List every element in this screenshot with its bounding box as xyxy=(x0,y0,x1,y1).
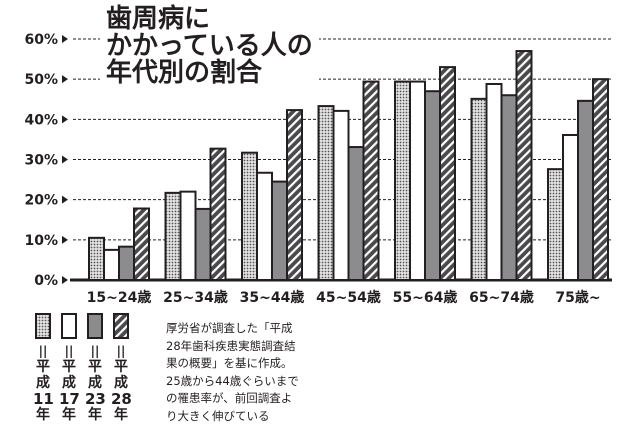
y-tick-arrow-icon xyxy=(62,276,68,284)
legend-item: || 平 成 28 年 xyxy=(111,313,132,423)
x-tick-label: 35~44歳 xyxy=(240,289,305,306)
bar-hatched xyxy=(286,109,303,281)
legend-label: 平 xyxy=(62,359,76,375)
legend-item: || 平 成 17 年 xyxy=(59,313,80,423)
bar-hatched xyxy=(209,147,227,281)
legend-label: 年 xyxy=(62,407,76,423)
x-tick-label: 15~24歳 xyxy=(87,289,152,306)
x-tick-label: 65~74歳 xyxy=(469,289,534,306)
legend-swatch-dotted xyxy=(35,313,51,339)
legend-item: || 平 成 11 年 xyxy=(33,313,54,423)
y-tick-arrow-icon xyxy=(62,75,68,84)
bar-gray xyxy=(194,207,212,281)
legend-label: 17 xyxy=(59,390,80,408)
y-tick-arrow-icon xyxy=(62,115,68,124)
y-tick-arrow-icon xyxy=(62,35,68,43)
legend-label: 成 xyxy=(114,375,128,391)
chart-title: 歯周病に かかっている人の 年代別の割合 xyxy=(100,6,319,87)
y-tick-arrow-icon xyxy=(62,195,68,204)
bar-dotted xyxy=(317,105,335,281)
bar-dotted xyxy=(164,191,182,281)
legend-label: 成 xyxy=(88,375,102,391)
legend-label: 年 xyxy=(36,407,50,423)
legend-item: || 平 成 23 年 xyxy=(85,313,106,423)
legend-label: 成 xyxy=(36,375,50,391)
x-tick-label: 45~54歳 xyxy=(316,289,381,306)
title-line: かかっている人の xyxy=(106,31,313,61)
bar-hatched xyxy=(592,78,609,281)
y-tick-label: 0% xyxy=(34,273,58,289)
bar-dotted xyxy=(470,97,488,282)
y-tick-label: 50% xyxy=(24,72,58,88)
note-line: 25歳から44歳ぐらいまで xyxy=(166,373,299,388)
legend-swatch-gray xyxy=(87,313,103,339)
y-tick-label: 60% xyxy=(24,32,58,48)
y-tick-arrow-icon xyxy=(62,235,68,244)
y-tick-label: 30% xyxy=(24,153,58,169)
x-tick-label: 55~64歳 xyxy=(393,289,458,306)
x-tick-label: 75歳~ xyxy=(555,289,600,306)
bar-white xyxy=(562,133,579,281)
legend-label: 平 xyxy=(88,359,102,375)
y-tick-label: 20% xyxy=(24,193,58,209)
legend-label: 年 xyxy=(114,407,128,423)
x-tick-label: 25~34歳 xyxy=(163,289,228,306)
bar-white xyxy=(409,80,426,282)
bar-gray xyxy=(118,245,135,281)
bar-dotted xyxy=(88,236,105,281)
bar-gray xyxy=(347,146,365,281)
legend-equals: || xyxy=(64,344,74,358)
bar-white xyxy=(103,248,120,281)
bar-dotted xyxy=(547,168,564,281)
title-line: 歯周病に xyxy=(106,4,211,34)
note-line: 厚労省が調査した「平成 xyxy=(166,321,293,335)
bar-gray xyxy=(500,94,518,281)
legend-label: 11 xyxy=(33,390,54,408)
bar-white xyxy=(485,82,503,281)
note-line: 28年歯科疾患実態調査結 xyxy=(166,338,296,353)
legend-equals: || xyxy=(38,344,48,358)
legend-label: 23 xyxy=(85,390,106,408)
note-line: り大きく伸びている xyxy=(166,408,270,423)
bar-gray xyxy=(424,90,441,282)
y-tick-label: 40% xyxy=(24,112,58,128)
bar-dotted xyxy=(241,151,258,281)
bar-white xyxy=(332,109,350,281)
bar-dotted xyxy=(394,80,411,282)
note-line: 果の概要」を基に作成。 xyxy=(166,356,293,370)
y-tick-label: 10% xyxy=(24,233,58,249)
legend-label: 28 xyxy=(111,390,132,408)
legend-swatch-white xyxy=(61,313,77,339)
title-line: 年代別の割合 xyxy=(106,58,263,88)
legend-label: 平 xyxy=(114,359,128,375)
legend-equals: || xyxy=(90,344,100,358)
bar-gray xyxy=(271,180,288,281)
bar-chart: 0% 10% 20% 30% 40% 50% 60% 15~24歳 25~34歳 35~44歳 4… xyxy=(24,32,612,306)
legend-equals: || xyxy=(116,344,126,358)
bar-white xyxy=(179,190,197,281)
source-note: 厚労省が調査した「平成 28年歯科疾患実態調査結 果の概要」を基に作成。 25歳… xyxy=(166,320,299,425)
legend-label: 成 xyxy=(62,375,76,391)
legend-label: 平 xyxy=(36,359,50,375)
legend-label: 年 xyxy=(88,407,102,423)
bar-hatched xyxy=(362,80,380,282)
bar-white xyxy=(256,171,273,282)
legend-swatch-hatched xyxy=(113,313,129,339)
note-line: の罹患率が、前回調査よ xyxy=(166,391,293,405)
bar-hatched xyxy=(439,66,456,281)
bar-hatched xyxy=(515,50,533,281)
bar-hatched xyxy=(133,207,150,281)
bar-gray xyxy=(577,99,594,281)
y-tick-arrow-icon xyxy=(62,155,68,164)
